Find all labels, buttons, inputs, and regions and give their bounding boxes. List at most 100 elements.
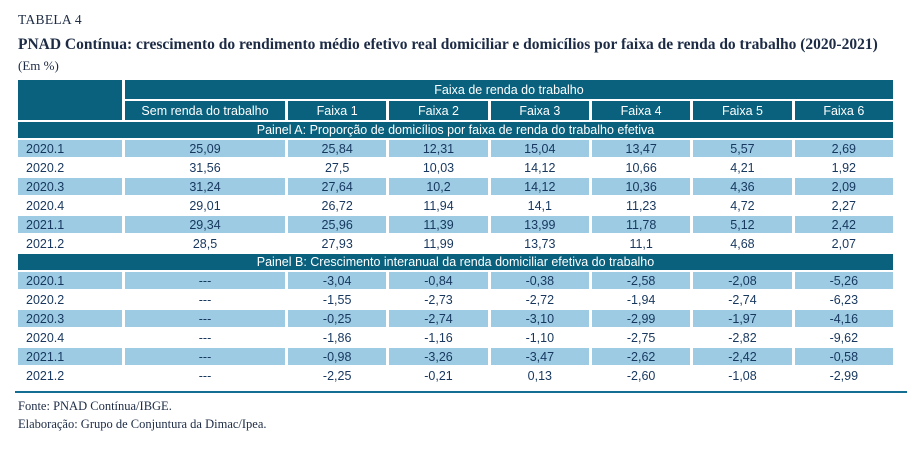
cell-value: 11,94 <box>389 197 488 215</box>
cell-value: 27,5 <box>288 159 387 177</box>
column-header: Faixa 4 <box>591 101 691 121</box>
cell-value: 26,72 <box>288 197 387 215</box>
panel-title: Painel B: Crescimento interanual da rend… <box>18 254 893 271</box>
cell-value: -2,60 <box>591 367 691 385</box>
row-label: 2021.2 <box>18 235 122 253</box>
footer-divider <box>15 391 907 394</box>
corner-cell <box>18 80 122 121</box>
cell-value: -2,74 <box>389 310 488 328</box>
row-label: 2020.2 <box>18 159 122 177</box>
cell-value: -2,42 <box>693 348 792 366</box>
column-header: Faixa 5 <box>693 101 792 121</box>
cell-value: 28,5 <box>125 235 285 253</box>
cell-value: 25,96 <box>288 216 387 234</box>
cell-value: -0,25 <box>288 310 387 328</box>
cell-value: 0,13 <box>490 367 589 385</box>
source-note: Fonte: PNAD Contínua/IBGE. <box>18 399 172 414</box>
cell-value: -2,74 <box>693 291 792 309</box>
cell-value: -0,38 <box>490 272 589 290</box>
document-page: TABELA 4 PNAD Contínua: crescimento do r… <box>15 12 907 432</box>
table-title: PNAD Contínua: crescimento do rendimento… <box>18 36 878 53</box>
cell-value: 11,39 <box>389 216 488 234</box>
table-label: TABELA 4 <box>18 12 82 27</box>
cell-value: -4,16 <box>794 310 893 328</box>
cell-value: 11,78 <box>591 216 691 234</box>
table-row: 2020.3 31,24 27,64 10,2 14,12 10,36 4,36 2,09 <box>18 178 893 196</box>
cell-value: 2,09 <box>794 178 893 196</box>
cell-value: -2,08 <box>693 272 792 290</box>
cell-value: 10,36 <box>591 178 691 196</box>
table-row: 2020.2 31,56 27,5 10,03 14,12 10,66 4,21 1,92 <box>18 159 893 177</box>
cell-value: -1,10 <box>490 329 589 347</box>
cell-value: 14,12 <box>490 159 589 177</box>
cell-value: -1,55 <box>288 291 387 309</box>
cell-value: -5,26 <box>794 272 893 290</box>
cell-value: --- <box>125 291 285 309</box>
cell-value: --- <box>125 367 285 385</box>
column-header: Faixa 3 <box>490 101 589 121</box>
cell-value: -1,08 <box>693 367 792 385</box>
cell-value: -1,16 <box>389 329 488 347</box>
column-header-row: Sem renda do trabalho Faixa 1 Faixa 2 Faixa… <box>18 101 893 121</box>
cell-value: 4,36 <box>693 178 792 196</box>
cell-value: --- <box>125 272 285 290</box>
table-row: 2021.1 29,34 25,96 11,39 13,99 11,78 5,12 2,42 <box>18 216 893 234</box>
panel-title: Painel A: Proporção de domicílios por fa… <box>18 122 893 139</box>
table-row: 2020.1 --- -3,04 -0,84 -0,38 -2,58 -2,08 -5,26 <box>18 272 893 290</box>
cell-value: 13,47 <box>591 140 691 158</box>
cell-value: 5,57 <box>693 140 792 158</box>
cell-value: -9,62 <box>794 329 893 347</box>
cell-value: -3,10 <box>490 310 589 328</box>
cell-value: 31,24 <box>125 178 285 196</box>
row-label: 2020.1 <box>18 272 122 290</box>
panel-header-row: Painel B: Crescimento interanual da rend… <box>18 254 893 271</box>
unit-note: (Em %) <box>18 58 59 74</box>
cell-value: -2,99 <box>794 367 893 385</box>
row-label: 2020.3 <box>18 310 122 328</box>
row-label: 2020.3 <box>18 178 122 196</box>
group-header: Faixa de renda do trabalho <box>125 80 893 100</box>
elaboration-note: Elaboração: Grupo de Conjuntura da Dimac… <box>18 417 267 432</box>
cell-value: 25,84 <box>288 140 387 158</box>
cell-value: --- <box>125 329 285 347</box>
cell-value: 12,31 <box>389 140 488 158</box>
data-table: Faixa de renda do trabalho Sem renda do … <box>15 78 896 386</box>
cell-value: 29,34 <box>125 216 285 234</box>
cell-value: -1,97 <box>693 310 792 328</box>
cell-value: -2,72 <box>490 291 589 309</box>
column-header: Faixa 6 <box>794 101 893 121</box>
cell-value: -2,82 <box>693 329 792 347</box>
column-header: Faixa 2 <box>389 101 488 121</box>
cell-value: 27,93 <box>288 235 387 253</box>
cell-value: -2,62 <box>591 348 691 366</box>
row-label: 2020.1 <box>18 140 122 158</box>
cell-value: -3,26 <box>389 348 488 366</box>
cell-value: -3,04 <box>288 272 387 290</box>
cell-value: 4,72 <box>693 197 792 215</box>
cell-value: 5,12 <box>693 216 792 234</box>
cell-value: --- <box>125 310 285 328</box>
cell-value: -0,98 <box>288 348 387 366</box>
cell-value: 31,56 <box>125 159 285 177</box>
cell-value: 13,73 <box>490 235 589 253</box>
table-row: 2021.1 --- -0,98 -3,26 -3,47 -2,62 -2,42 -0,58 <box>18 348 893 366</box>
row-label: 2021.1 <box>18 348 122 366</box>
table-row: 2020.4 29,01 26,72 11,94 14,1 11,23 4,72 2,27 <box>18 197 893 215</box>
cell-value: -0,58 <box>794 348 893 366</box>
cell-value: 4,21 <box>693 159 792 177</box>
table-row: 2021.2 --- -2,25 -0,21 0,13 -2,60 -1,08 -2,99 <box>18 367 893 385</box>
cell-value: 2,69 <box>794 140 893 158</box>
cell-value: 14,1 <box>490 197 589 215</box>
cell-value: -2,75 <box>591 329 691 347</box>
cell-value: --- <box>125 348 285 366</box>
cell-value: 15,04 <box>490 140 589 158</box>
cell-value: 2,07 <box>794 235 893 253</box>
cell-value: 1,92 <box>794 159 893 177</box>
cell-value: -0,84 <box>389 272 488 290</box>
cell-value: -2,99 <box>591 310 691 328</box>
table-row: 2020.3 --- -0,25 -2,74 -3,10 -2,99 -1,97 -4,16 <box>18 310 893 328</box>
cell-value: 11,23 <box>591 197 691 215</box>
cell-value: 10,2 <box>389 178 488 196</box>
cell-value: -3,47 <box>490 348 589 366</box>
cell-value: -2,25 <box>288 367 387 385</box>
